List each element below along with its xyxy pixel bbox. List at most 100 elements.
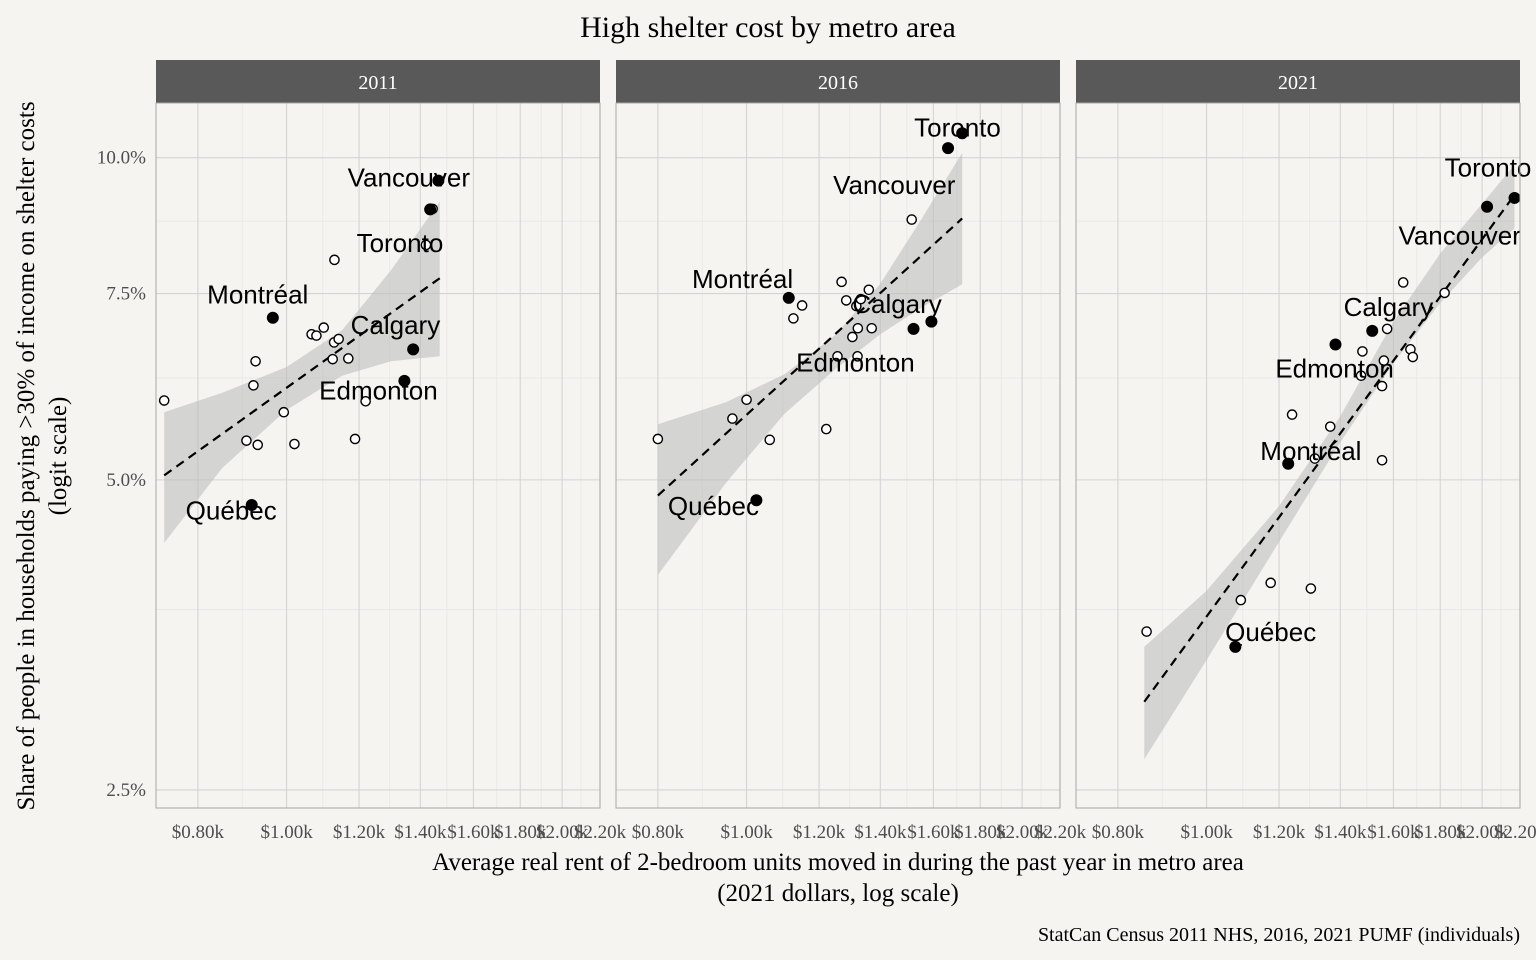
data-point — [248, 380, 259, 391]
facet-panel-2021: 2021 Toronto Vancouver Calgary Edmonton Montr… — [1075, 60, 1536, 843]
data-point — [820, 423, 832, 435]
x-tick-label: $0.80k — [632, 822, 685, 843]
data-point-highlighted — [907, 322, 920, 335]
x-tick-label: $0.80k — [1092, 822, 1145, 843]
data-point — [343, 353, 354, 364]
data-point-highlighted — [942, 142, 955, 155]
confidence-band — [1144, 164, 1515, 760]
data-point-highlighted — [1229, 640, 1242, 653]
point-label: Edmonton — [319, 376, 438, 406]
data-point — [333, 333, 344, 345]
data-point — [1265, 577, 1276, 589]
x-tick-label: $1.00k — [1180, 822, 1233, 843]
x-tick-label: $1.40k — [394, 822, 447, 843]
data-point — [855, 293, 867, 305]
x-tick-label: $1.60k — [447, 822, 500, 843]
data-point — [863, 284, 875, 296]
data-point-highlighted — [956, 127, 969, 140]
data-point-highlighted — [925, 315, 938, 328]
data-point — [250, 355, 261, 367]
data-point — [349, 433, 361, 445]
x-tick-label: $1.80k — [494, 822, 547, 843]
point-label: Vancouver — [833, 170, 956, 200]
x-tick-label: $1.20k — [333, 822, 386, 843]
facet-strip-label: 2016 — [818, 72, 858, 94]
data-point-highlighted — [432, 174, 445, 187]
y-tick-label: 10.0% — [97, 148, 146, 169]
data-point — [1305, 583, 1317, 594]
trend-line — [657, 217, 963, 497]
data-point — [796, 300, 808, 311]
point-label: Edmonton — [1275, 353, 1394, 383]
data-point — [278, 406, 290, 418]
data-point-highlighted — [750, 494, 763, 507]
chart-title: High shelter cost by metro area — [580, 11, 956, 44]
data-point — [329, 254, 340, 266]
trend-line — [163, 277, 441, 477]
x-tick-label: $1.40k — [854, 822, 907, 843]
data-point — [252, 439, 264, 451]
data-point — [836, 276, 847, 288]
data-point-highlighted — [1508, 191, 1521, 204]
x-tick-label: $1.00k — [720, 822, 773, 843]
point-label: Québec — [186, 496, 277, 526]
data-point — [1355, 370, 1367, 382]
confidence-band — [657, 152, 963, 575]
data-point — [852, 351, 863, 362]
data-point — [1376, 380, 1388, 392]
y-axis-subtitle: (logit scale) — [45, 397, 72, 516]
point-label: Edmonton — [796, 348, 915, 378]
data-point — [788, 313, 799, 324]
y-tick-label: 7.5% — [106, 284, 146, 305]
x-tick-label: $2.20k — [574, 822, 627, 843]
x-tick-label: $2.00k — [1456, 822, 1509, 843]
data-point-highlighted — [1282, 457, 1295, 470]
data-point — [318, 322, 330, 333]
data-point — [241, 435, 252, 446]
facet-strip — [1076, 60, 1520, 103]
x-tick-label: $2.00k — [996, 822, 1049, 843]
data-point — [1309, 453, 1321, 464]
point-label: Calgary — [852, 289, 942, 319]
data-point-highlighted — [407, 343, 420, 356]
point-label: Montréal — [692, 264, 793, 294]
data-point — [327, 353, 338, 365]
data-point — [832, 351, 843, 362]
x-tick-label: $0.80k — [172, 822, 225, 843]
point-label: Montréal — [1260, 436, 1361, 466]
x-tick-label: $1.80k — [1414, 822, 1467, 843]
x-tick-label: $2.20k — [1494, 822, 1536, 843]
point-label: Toronto — [914, 113, 1001, 143]
data-point — [840, 295, 852, 306]
point-label: Toronto — [357, 228, 444, 258]
data-point — [847, 331, 858, 343]
data-point — [1235, 594, 1247, 606]
data-point-highlighted — [424, 203, 437, 216]
x-tick-label: $1.60k — [1367, 822, 1420, 843]
data-point — [311, 330, 322, 341]
y-axis-title: Share of people in households paying >30… — [13, 101, 40, 810]
facet-panel-2011: 2011 Vancouver Toronto Montréal Calgary Edmon… — [155, 60, 627, 843]
data-point — [1141, 626, 1152, 637]
y-tick-label: 2.5% — [106, 780, 146, 801]
facet-panels: 2011 Vancouver Toronto Montréal Calgary Edmon… — [97, 60, 1536, 843]
x-tick-label: $1.20k — [793, 822, 846, 843]
data-point-highlighted — [398, 374, 411, 387]
data-point — [1376, 454, 1388, 466]
data-point — [1407, 351, 1419, 363]
point-label: Calgary — [351, 310, 441, 340]
x-tick-label: $1.00k — [260, 822, 313, 843]
data-point-highlighted — [245, 499, 258, 512]
x-tick-label: $2.20k — [1034, 822, 1087, 843]
panel-border — [615, 102, 1061, 809]
x-tick-label: $1.60k — [907, 822, 960, 843]
facet-strip-label: 2011 — [358, 72, 397, 94]
x-tick-label: $1.80k — [954, 822, 1007, 843]
point-label: Calgary — [1344, 292, 1434, 322]
y-tick-label: 5.0% — [106, 470, 146, 491]
point-label: Vancouver — [1398, 221, 1521, 251]
facet-panel-2016: 2016 Toronto Vancouver Montréal Calgary Edmon… — [615, 60, 1087, 843]
data-point — [1324, 421, 1336, 432]
data-point — [1381, 323, 1393, 335]
